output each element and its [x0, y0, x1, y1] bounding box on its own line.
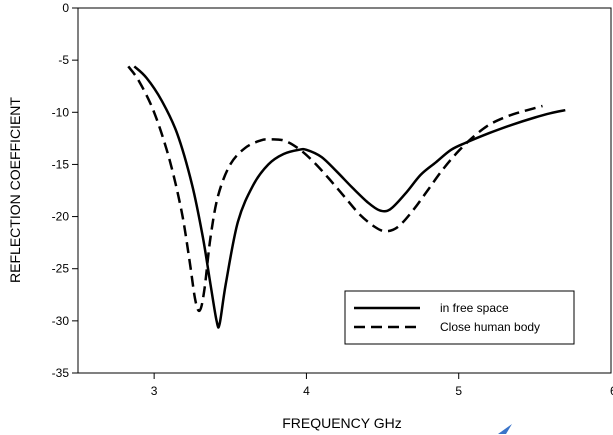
series-line-human-body: [127, 65, 543, 313]
x-tick-label: 5: [455, 384, 462, 398]
x-tick-label: 3: [151, 384, 158, 398]
y-tick-label: -30: [52, 314, 70, 328]
x-axis-title: FREQUENCY GHz: [282, 415, 402, 431]
y-tick-label: -15: [52, 157, 70, 171]
legend-box: [344, 290, 575, 345]
plot-frame: [77, 7, 612, 374]
series-layer: [127, 65, 566, 329]
x-tick-label: 6: [610, 384, 613, 398]
y-tick-label: 0: [62, 1, 69, 15]
series-line-free-space: [133, 65, 566, 329]
legend: in free space Close human body: [344, 290, 575, 345]
legend-label-free-space: in free space: [440, 301, 509, 315]
legend-label-human-body: Close human body: [440, 320, 540, 334]
cursor-mark: [498, 424, 512, 434]
y-tick-label: -10: [52, 105, 70, 119]
y-axis-title: REFLECTION COEFFICIENT: [7, 97, 23, 283]
ticks: 0 -5 -10 -15 -20 -25 -30 -35 3 4 5 6: [52, 1, 613, 398]
y-tick-label: -5: [58, 53, 69, 67]
y-tick-label: -25: [52, 262, 70, 276]
x-tick-label: 4: [303, 384, 310, 398]
y-tick-label: -20: [52, 210, 70, 224]
y-tick-label: -35: [52, 366, 70, 380]
